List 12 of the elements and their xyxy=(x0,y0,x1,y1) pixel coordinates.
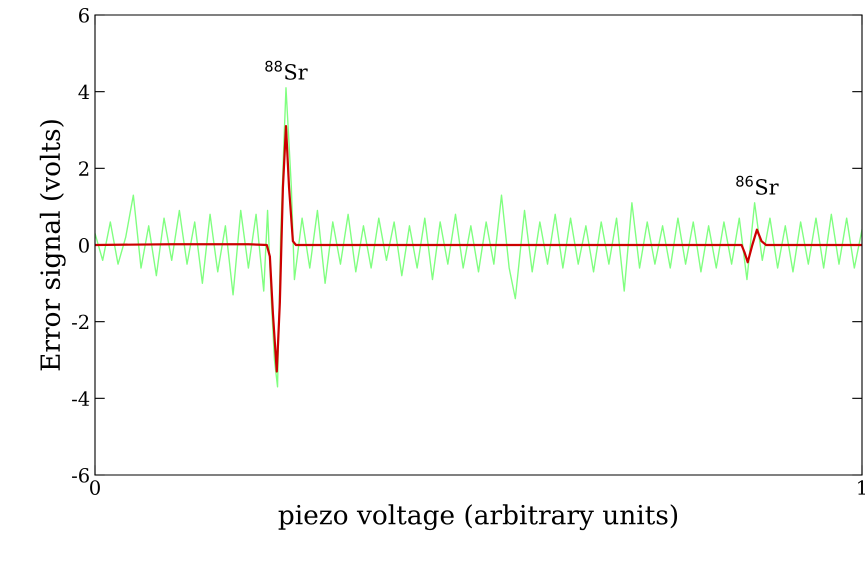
annotation: $^{88}$Sr xyxy=(265,60,308,80)
y-tick-label: -4 xyxy=(72,391,90,406)
y-tick-label: 2 xyxy=(79,161,88,176)
annotation: $^{86}$Sr xyxy=(736,176,779,195)
x-tick-label: 1 xyxy=(858,480,865,495)
y-tick-label: 6 xyxy=(79,8,89,23)
y-tick-label: -6 xyxy=(72,468,89,483)
x-axis-title: piezo voltage (arbitrary units) xyxy=(278,504,678,530)
y-tick-label: 4 xyxy=(78,84,90,100)
y-tick-label: 0 xyxy=(79,238,89,253)
y-tick-label: -2 xyxy=(72,314,88,330)
y-axis-title: Error signal (volts) xyxy=(40,120,66,370)
